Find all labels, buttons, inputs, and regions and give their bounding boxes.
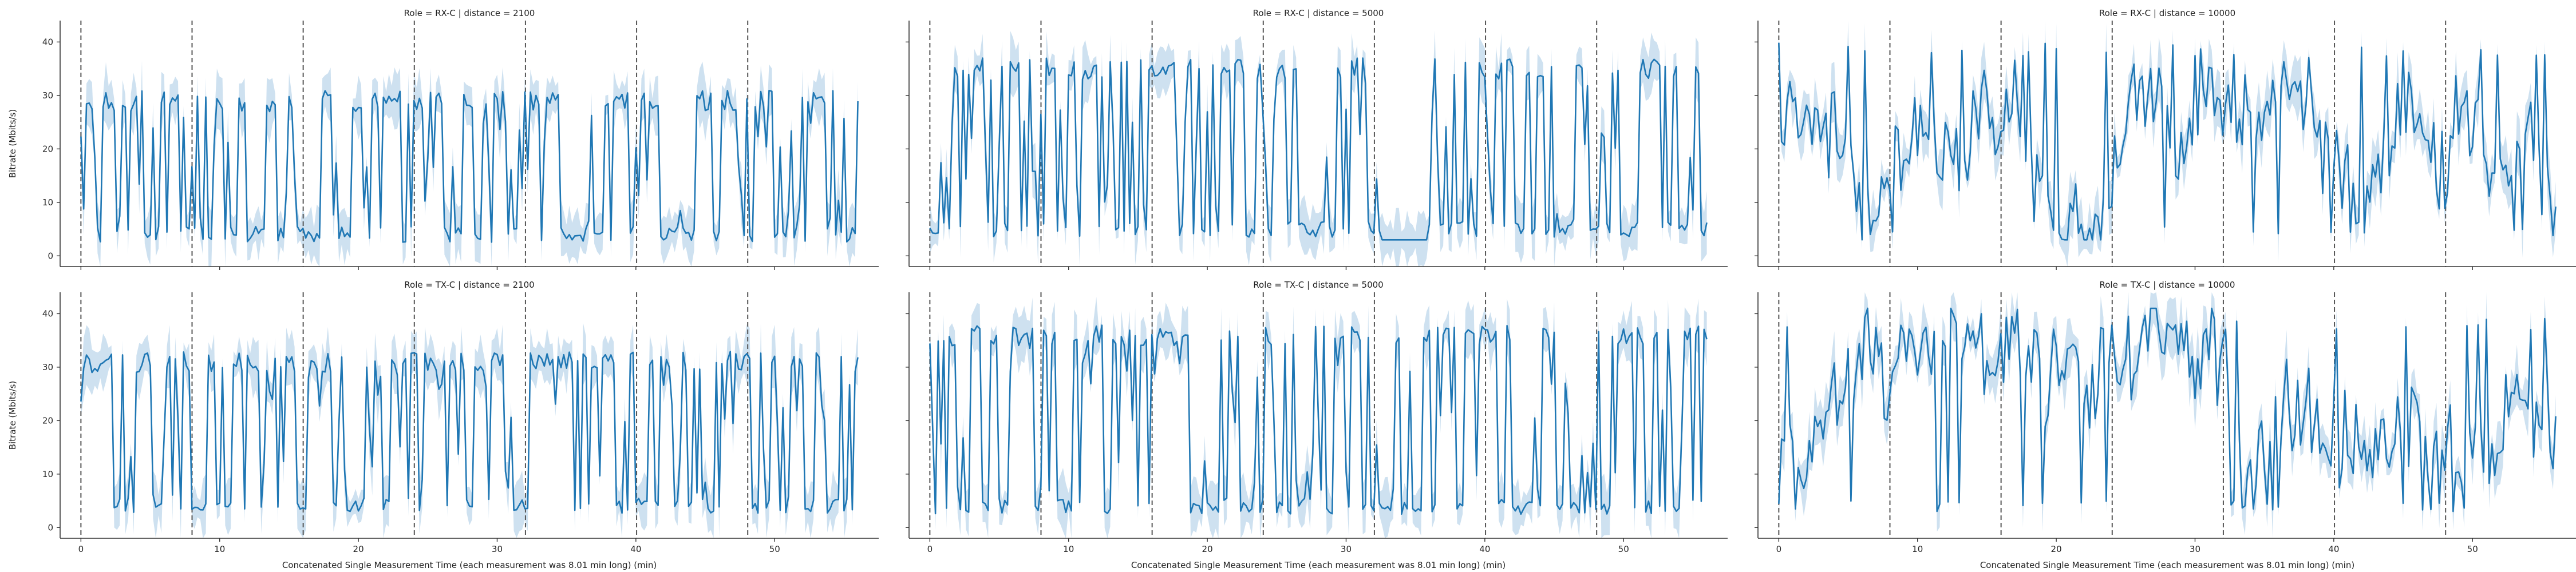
x-tick-label: 30 [2190,544,2200,554]
y-tick-label: 20 [42,144,53,154]
x-axis-label: Concatenated Single Measurement Time (ea… [1131,560,1506,570]
x-tick-label: 50 [769,544,780,554]
x-tick-label: 0 [927,544,933,554]
y-tick-label: 0 [48,251,53,261]
panel-title: Role = TX-C | distance = 2100 [404,280,534,290]
panel-rx-c-10000: Role = RX-C | distance = 10000 [1755,8,2576,270]
series-line [80,90,859,243]
x-tick-label: 30 [1341,544,1352,554]
y-tick-label: 20 [42,415,53,426]
x-tick-label: 50 [2467,544,2478,554]
x-tick-label: 0 [78,544,84,554]
series-line [80,351,859,514]
x-tick-label: 30 [492,544,503,554]
panel-rx-c-5000: Role = RX-C | distance = 5000 [906,8,1728,270]
x-tick-label: 20 [1202,544,1213,554]
y-tick-label: 10 [42,469,53,479]
panel-rx-c-2100: Role = RX-C | distance = 2100 0 10 20 30 40 Bi… [7,8,879,270]
confidence-band [1779,21,2556,267]
x-tick-label: 50 [1618,544,1629,554]
x-tick-label: 40 [1479,544,1490,554]
x-tick-label: 10 [1912,544,1923,554]
panel-tx-c-10000: Role = TX-C | distance = 10000 0 10 20 30 40 5… [1755,280,2576,570]
y-tick-label: 0 [48,522,53,533]
series-line [929,57,1708,241]
confidence-band [1779,292,2556,538]
x-tick-label: 20 [353,544,364,554]
x-tick-label: 20 [2051,544,2062,554]
panel-tx-c-5000: Role = TX-C | distance = 5000 0 10 20 30 40 50… [906,280,1728,570]
panel-title: Role = TX-C | distance = 5000 [1253,280,1383,290]
panel-title: Role = RX-C | distance = 10000 [2099,8,2235,18]
x-tick-label: 0 [1776,544,1782,554]
x-axis-label: Concatenated Single Measurement Time (ea… [1980,560,2354,570]
y-tick-label: 30 [42,90,53,101]
x-tick-label: 40 [630,544,641,554]
y-tick-label: 40 [42,37,53,47]
series-line [1778,42,2557,241]
panel-tx-c-2100: Role = TX-C | distance = 2100 0 10 20 30 40 0 1… [7,280,879,570]
y-tick-label: 30 [42,362,53,372]
series-line [929,324,1708,515]
x-tick-label: 10 [214,544,225,554]
x-tick-label: 10 [1063,544,1074,554]
panel-title: Role = RX-C | distance = 5000 [1253,8,1384,18]
panel-title: Role = RX-C | distance = 2100 [404,8,535,18]
y-axis-label: Bitrate (Mbits/s) [7,109,18,178]
series-line [1778,307,2557,513]
panel-title: Role = TX-C | distance = 10000 [2100,280,2235,290]
confidence-band [81,61,858,267]
x-axis-label: Concatenated Single Measurement Time (ea… [282,560,657,570]
x-tick-label: 40 [2328,544,2339,554]
y-axis-label: Bitrate (Mbits/s) [7,381,18,450]
y-tick-label: 10 [42,197,53,208]
y-tick-label: 40 [42,308,53,319]
